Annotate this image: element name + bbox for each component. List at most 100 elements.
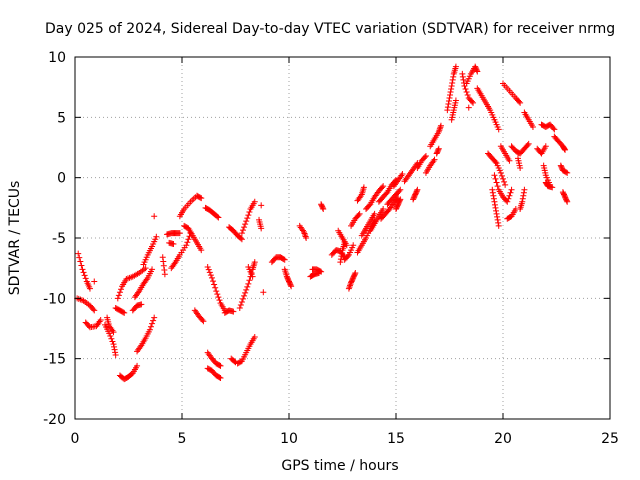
data-point — [160, 258, 167, 265]
data-point — [214, 213, 221, 220]
data-point — [371, 210, 378, 217]
data-point — [506, 192, 513, 199]
data-point — [199, 317, 206, 324]
data-point — [355, 212, 362, 219]
data-point — [211, 281, 218, 288]
data-point — [525, 140, 532, 147]
data-point — [251, 198, 258, 205]
data-point — [450, 73, 457, 80]
data-point — [356, 210, 363, 217]
data-point — [517, 99, 524, 106]
data-point — [494, 213, 501, 220]
data-point — [379, 184, 386, 191]
data-point — [81, 272, 88, 279]
data-point — [146, 326, 153, 333]
data-point — [198, 247, 205, 254]
data-point — [111, 343, 118, 350]
data-point — [120, 309, 127, 316]
data-point — [241, 292, 248, 299]
data-point — [421, 154, 428, 161]
data-point — [160, 262, 167, 269]
data-point — [549, 184, 556, 191]
data-point — [492, 158, 499, 165]
data-point — [319, 204, 326, 211]
data-point — [214, 291, 221, 298]
data-point — [251, 259, 258, 266]
data-point — [468, 98, 475, 105]
data-point — [437, 122, 444, 129]
data-point — [399, 171, 406, 178]
data-point — [459, 73, 466, 80]
data-point — [85, 323, 92, 330]
data-point — [112, 352, 119, 359]
data-point — [320, 206, 327, 213]
data-point — [501, 178, 508, 185]
data-point — [197, 194, 204, 201]
data-point — [216, 362, 223, 369]
data-point — [210, 278, 217, 285]
data-point — [82, 275, 89, 282]
data-point — [563, 197, 570, 204]
y-tick-label: 5 — [57, 110, 66, 126]
data-point — [500, 175, 506, 182]
data-point — [212, 284, 219, 291]
data-point — [422, 152, 429, 159]
data-point — [110, 329, 117, 336]
data-point — [498, 172, 505, 179]
x-axis-label: GPS time / hours — [281, 458, 398, 474]
data-point — [413, 187, 420, 194]
axes: 0 5 10 15 20 25 -20 -15 -10 -5 0 5 10 — [43, 50, 619, 447]
data-point — [519, 195, 526, 202]
data-point — [491, 201, 498, 208]
data-point — [492, 175, 499, 182]
data-point — [161, 271, 168, 278]
data-point — [542, 143, 549, 150]
data-point — [435, 145, 442, 152]
data-point — [281, 256, 288, 263]
data-point — [258, 225, 265, 232]
y-tick-label: 10 — [48, 50, 66, 66]
data-point — [341, 239, 348, 246]
data-point — [170, 241, 177, 248]
data-point — [109, 338, 116, 345]
data-point — [494, 183, 501, 190]
data-point — [185, 236, 192, 243]
data-point — [504, 198, 511, 205]
data-point — [114, 295, 121, 302]
data-point — [151, 213, 158, 220]
data-point — [444, 104, 451, 111]
data-point — [507, 189, 514, 196]
data-point — [230, 308, 237, 315]
data-point — [444, 107, 451, 114]
data-point — [90, 306, 97, 313]
data-point — [396, 187, 403, 194]
data-point — [216, 374, 223, 381]
data-point — [490, 195, 497, 202]
data-point — [521, 186, 528, 193]
y-tick-label: -15 — [43, 352, 66, 368]
data-point — [337, 259, 344, 266]
data-point — [564, 169, 571, 176]
data-point — [508, 186, 515, 193]
data-points — [74, 63, 571, 383]
data-point — [519, 198, 526, 205]
data-point — [91, 307, 98, 314]
data-point — [506, 157, 513, 164]
data-point — [462, 85, 469, 92]
data-point — [161, 266, 168, 273]
data-point — [337, 256, 344, 263]
data-point — [520, 192, 527, 199]
data-point — [344, 253, 351, 260]
data-point — [459, 70, 466, 77]
data-point — [383, 190, 390, 197]
data-point — [147, 323, 154, 330]
data-point — [397, 196, 404, 203]
data-point — [116, 289, 123, 296]
data-point — [80, 269, 87, 276]
data-point — [491, 172, 498, 179]
data-point — [249, 273, 256, 280]
data-point — [242, 289, 249, 296]
data-point — [529, 123, 536, 130]
y-axis-label: SDTVAR / TECUs — [7, 181, 23, 296]
data-point — [338, 250, 345, 257]
